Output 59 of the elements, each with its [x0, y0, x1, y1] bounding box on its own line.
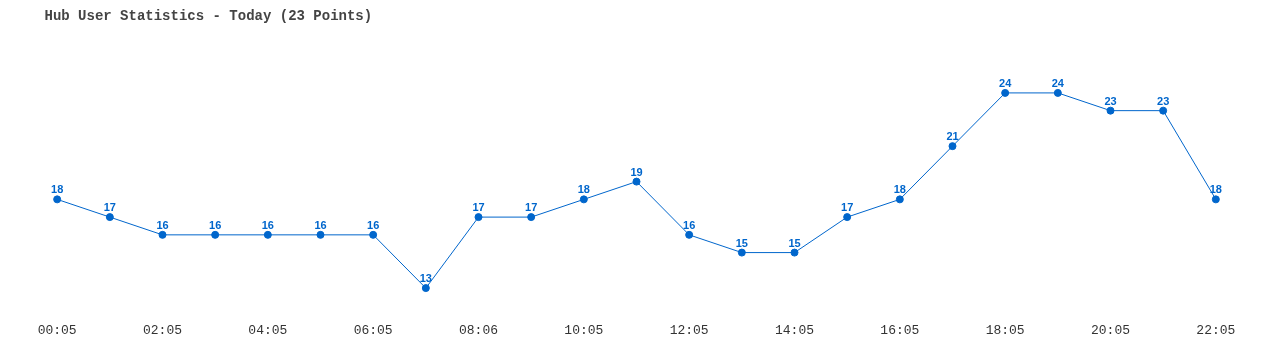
- data-label: 16: [209, 218, 222, 231]
- data-label: 17: [103, 201, 116, 214]
- data-label: 19: [630, 165, 643, 178]
- data-label: 17: [472, 201, 485, 214]
- data-label: 18: [577, 183, 590, 196]
- data-label: 16: [683, 218, 696, 231]
- data-label: 24: [999, 76, 1013, 89]
- x-tick-label: 18:05: [985, 322, 1025, 338]
- x-tick-label: 00:05: [37, 322, 77, 338]
- point: [105, 213, 114, 222]
- x-tick-label: 22:05: [1196, 322, 1236, 338]
- point: [1053, 88, 1062, 97]
- x-tick-label: 02:05: [143, 322, 183, 338]
- x-tick-label: 10:05: [564, 322, 604, 338]
- data-label: 18: [51, 183, 64, 196]
- point: [632, 177, 641, 186]
- point: [53, 195, 62, 204]
- chart-title: Hub User Statistics - Today (23 Points): [44, 7, 373, 24]
- point: [211, 230, 220, 239]
- point: [263, 230, 272, 239]
- point: [421, 284, 430, 293]
- point: [737, 248, 746, 257]
- data-label: 15: [735, 236, 748, 249]
- data-label: 15: [788, 236, 801, 249]
- data-label: 16: [156, 218, 169, 231]
- x-tick-label: 12:05: [669, 322, 709, 338]
- point: [1211, 195, 1220, 204]
- data-label: 21: [946, 130, 959, 143]
- point: [158, 230, 167, 239]
- x-tick-label: 06:05: [353, 322, 393, 338]
- data-label: 13: [419, 272, 432, 285]
- data-label: 24: [1051, 76, 1065, 89]
- x-tick-label: 04:05: [248, 322, 288, 338]
- data-label: 23: [1104, 94, 1117, 107]
- point: [1001, 88, 1010, 97]
- data-label: 18: [1209, 183, 1222, 196]
- data-label: 16: [261, 218, 274, 231]
- data-label: 17: [525, 201, 538, 214]
- data-label: 17: [841, 201, 854, 214]
- point: [1159, 106, 1168, 115]
- point: [316, 230, 325, 239]
- point: [474, 213, 483, 222]
- point: [790, 248, 799, 257]
- point: [685, 230, 694, 239]
- data-label: 16: [367, 218, 380, 231]
- data-label: 16: [314, 218, 327, 231]
- point: [369, 230, 378, 239]
- x-tick-label: 20:05: [1091, 322, 1131, 338]
- point: [579, 195, 588, 204]
- point: [948, 142, 957, 151]
- point: [527, 213, 536, 222]
- data-label: 23: [1157, 94, 1170, 107]
- data-label: 18: [893, 183, 906, 196]
- x-tick-label: 08:06: [459, 322, 499, 338]
- x-tick-label: 16:05: [880, 322, 920, 338]
- point: [1106, 106, 1115, 115]
- x-tick-label: 14:05: [775, 322, 815, 338]
- point: [895, 195, 904, 204]
- point: [843, 213, 852, 222]
